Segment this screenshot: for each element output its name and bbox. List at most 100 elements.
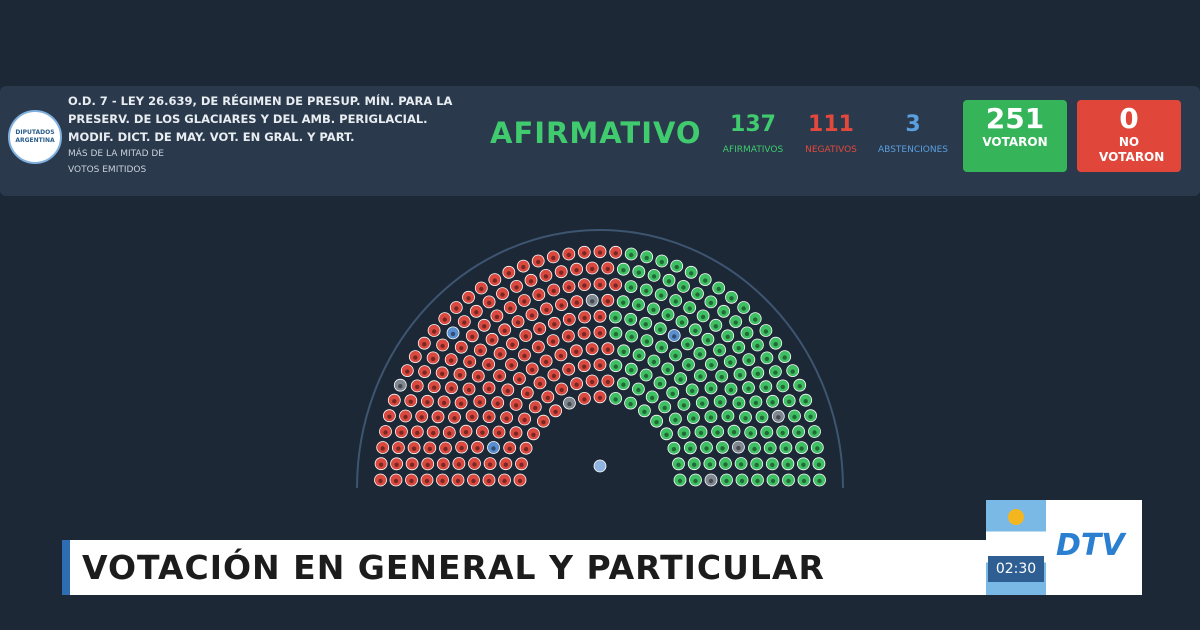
seat-figure — [797, 384, 802, 389]
count-value: 3 — [905, 112, 921, 137]
seat-figure — [717, 348, 722, 354]
flag: 02:30 — [986, 500, 1046, 595]
seat — [487, 441, 500, 454]
seat — [513, 372, 526, 386]
seat — [677, 279, 690, 293]
total-value: 251 — [985, 102, 1045, 135]
seat-figure — [450, 331, 456, 337]
seat-figure — [472, 462, 477, 467]
seat — [776, 425, 790, 439]
seat-figure — [440, 478, 445, 484]
seat — [547, 316, 561, 330]
seat — [609, 278, 622, 292]
seat — [578, 391, 591, 405]
seat-figure — [792, 414, 797, 420]
seat-figure — [486, 363, 491, 368]
seat-figure — [629, 252, 634, 258]
seat-figure — [754, 462, 759, 468]
seat-figure — [770, 478, 776, 484]
seat-figure — [582, 315, 587, 321]
seat — [404, 394, 418, 408]
seat — [405, 473, 418, 487]
seat-figure — [559, 387, 564, 393]
seat — [744, 426, 758, 439]
seat-figure — [574, 268, 579, 273]
seat-figure — [700, 401, 705, 406]
seat-figure — [782, 355, 787, 360]
seat-figure — [411, 446, 417, 451]
seat-figure — [764, 356, 770, 362]
seat-figure — [529, 313, 535, 318]
seat-figure — [409, 478, 414, 484]
lower-third: VOTACIÓN EN GENERAL Y PARTICULAR — [62, 540, 994, 595]
seat — [632, 265, 646, 279]
seat — [776, 379, 790, 393]
seat-figure — [621, 300, 626, 305]
seat-figure — [558, 353, 564, 359]
seat — [391, 441, 405, 455]
seat-figure — [780, 384, 785, 390]
seat — [509, 426, 523, 440]
seat — [509, 397, 523, 411]
seat-figure — [503, 462, 508, 467]
logo-bottom: ARGENTINA — [15, 137, 55, 144]
seat — [593, 325, 607, 339]
seat-figure — [459, 346, 464, 351]
majority: MÁS DE LA MITAD DE — [68, 149, 164, 159]
seat — [712, 281, 726, 295]
seat-figure — [399, 430, 404, 435]
seat — [700, 441, 713, 454]
seat-figure — [507, 446, 512, 451]
seat-figure — [475, 446, 480, 451]
seat-figure — [479, 286, 484, 292]
seat — [765, 457, 779, 471]
seat-figure — [737, 373, 743, 378]
seat — [778, 350, 792, 364]
seat-figure — [551, 288, 556, 294]
seat-figure — [536, 293, 541, 298]
seat-figure — [605, 299, 610, 304]
seat-figure — [574, 349, 579, 354]
total: 251 VOTARON — [963, 100, 1067, 172]
seat-figure — [744, 331, 750, 337]
seat-figure — [678, 377, 683, 382]
seat-figure — [497, 374, 502, 379]
seat-figure — [700, 314, 706, 320]
seat — [685, 383, 699, 397]
seat — [694, 369, 707, 383]
seat — [666, 386, 680, 400]
seat-figure — [383, 430, 388, 435]
seat — [427, 380, 441, 394]
seat-figure — [566, 334, 571, 340]
seat-figure — [644, 255, 649, 261]
seat-figure — [664, 432, 669, 437]
seat — [435, 366, 449, 380]
seat — [701, 332, 715, 346]
seat-figure — [536, 345, 541, 351]
seat — [601, 374, 615, 388]
seat-figure — [449, 358, 454, 363]
bill-title: O.D. 7 - LEY 26.639, DE RÉGIMEN DE PRESU… — [68, 94, 453, 144]
seat — [713, 343, 726, 357]
seat-figure — [502, 328, 507, 333]
seat — [799, 393, 813, 407]
seat — [505, 358, 518, 371]
seat-figure — [533, 405, 538, 411]
seat — [670, 259, 684, 273]
seat-figure — [658, 327, 663, 332]
seat-figure — [510, 342, 515, 347]
seat-figure — [764, 430, 769, 436]
seat — [474, 281, 488, 295]
seat — [501, 383, 515, 397]
seat-figure — [674, 264, 679, 270]
seat — [609, 245, 623, 259]
seat-figure — [541, 420, 546, 425]
total-label: NO VOTARON — [1099, 135, 1165, 164]
seat — [735, 473, 749, 487]
seat — [653, 376, 667, 390]
seat-figure — [659, 293, 664, 298]
seat-figure — [670, 391, 675, 396]
seat-figure — [415, 430, 420, 436]
seat — [698, 273, 712, 287]
seat — [601, 261, 615, 275]
